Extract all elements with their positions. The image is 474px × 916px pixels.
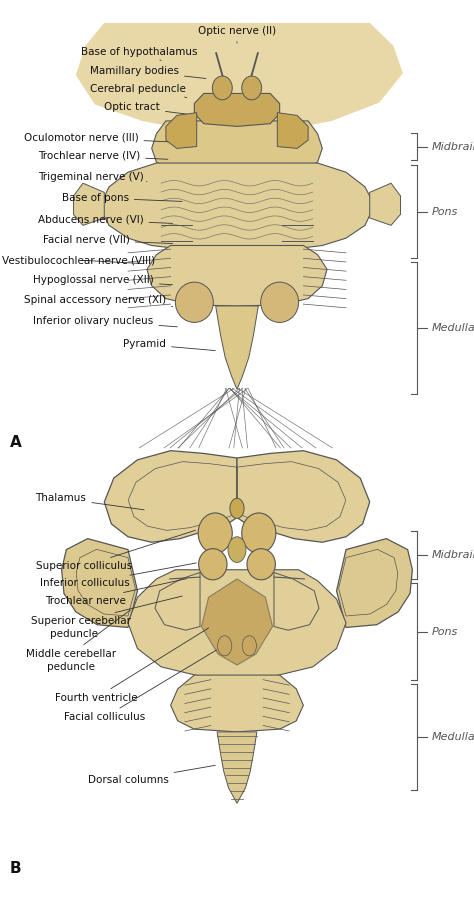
Ellipse shape — [261, 282, 299, 322]
Ellipse shape — [228, 537, 246, 562]
Ellipse shape — [242, 76, 262, 100]
Polygon shape — [128, 570, 346, 678]
Ellipse shape — [212, 76, 232, 100]
Polygon shape — [194, 93, 280, 126]
Ellipse shape — [198, 513, 232, 553]
Text: Superior cerebellar: Superior cerebellar — [31, 596, 182, 626]
Text: Trigeminal nerve (V): Trigeminal nerve (V) — [38, 172, 147, 181]
Text: Optic tract: Optic tract — [104, 103, 187, 114]
Polygon shape — [155, 572, 200, 630]
Text: B: B — [9, 861, 21, 876]
Text: Base of hypothalamus: Base of hypothalamus — [81, 48, 197, 60]
Polygon shape — [152, 121, 322, 177]
Polygon shape — [62, 539, 137, 627]
Text: Base of pons: Base of pons — [62, 193, 182, 202]
Polygon shape — [217, 732, 257, 803]
Text: Thalamus: Thalamus — [36, 494, 144, 510]
Text: A: A — [9, 435, 21, 450]
Text: Medulla: Medulla — [431, 732, 474, 742]
Polygon shape — [237, 451, 370, 542]
Text: Midbrain: Midbrain — [431, 142, 474, 151]
Text: Midbrain: Midbrain — [431, 551, 474, 560]
Polygon shape — [274, 572, 319, 630]
Ellipse shape — [199, 549, 227, 580]
Text: peduncle: peduncle — [47, 662, 95, 671]
Ellipse shape — [175, 282, 213, 322]
Text: Hypoglossal nerve (XII): Hypoglossal nerve (XII) — [33, 276, 173, 285]
Text: Trochlear nerve (IV): Trochlear nerve (IV) — [38, 151, 168, 160]
Text: Spinal accessory nerve (XI): Spinal accessory nerve (XI) — [24, 296, 173, 307]
Ellipse shape — [242, 636, 256, 656]
Polygon shape — [73, 183, 104, 225]
Text: Middle cerebellar: Middle cerebellar — [26, 610, 130, 659]
Polygon shape — [100, 163, 374, 251]
Text: Dorsal columns: Dorsal columns — [88, 766, 215, 785]
Polygon shape — [171, 675, 303, 732]
Polygon shape — [201, 579, 273, 665]
Text: peduncle: peduncle — [50, 629, 98, 638]
Polygon shape — [337, 539, 412, 627]
Text: Vestibulocochlear nerve (VIII): Vestibulocochlear nerve (VIII) — [2, 256, 155, 265]
Text: Oculomotor nerve (III): Oculomotor nerve (III) — [24, 133, 168, 142]
Text: Inferior olivary nucleus: Inferior olivary nucleus — [33, 316, 177, 327]
Text: Inferior colliculus: Inferior colliculus — [40, 563, 196, 588]
Ellipse shape — [242, 513, 276, 553]
Text: Mamillary bodies: Mamillary bodies — [90, 66, 206, 79]
Text: Superior colliculus: Superior colliculus — [36, 530, 195, 571]
Text: Facial colliculus: Facial colliculus — [64, 650, 217, 722]
Ellipse shape — [218, 636, 232, 656]
Text: Facial nerve (VII): Facial nerve (VII) — [43, 235, 173, 245]
Text: Abducens nerve (VI): Abducens nerve (VI) — [38, 215, 173, 224]
Ellipse shape — [230, 498, 244, 518]
Text: Trochlear nerve: Trochlear nerve — [45, 579, 187, 605]
Polygon shape — [370, 183, 401, 225]
Text: Fourth ventricle: Fourth ventricle — [55, 628, 209, 703]
Polygon shape — [166, 113, 197, 148]
Polygon shape — [277, 113, 308, 148]
Text: Pons: Pons — [431, 627, 457, 637]
Text: Pons: Pons — [431, 207, 457, 216]
Text: Cerebral peduncle: Cerebral peduncle — [90, 84, 187, 97]
Polygon shape — [147, 245, 327, 306]
Ellipse shape — [247, 549, 275, 580]
Text: Optic nerve (II): Optic nerve (II) — [198, 27, 276, 43]
Polygon shape — [76, 23, 403, 131]
Text: Pyramid: Pyramid — [123, 340, 215, 351]
Polygon shape — [216, 306, 258, 389]
Text: Medulla: Medulla — [431, 323, 474, 333]
Polygon shape — [104, 451, 237, 542]
